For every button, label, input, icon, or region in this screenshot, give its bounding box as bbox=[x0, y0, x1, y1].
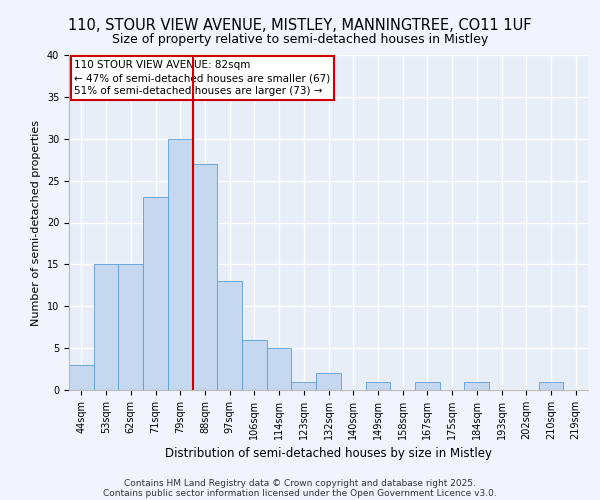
Bar bbox=[193, 164, 217, 390]
Text: 110, STOUR VIEW AVENUE, MISTLEY, MANNINGTREE, CO11 1UF: 110, STOUR VIEW AVENUE, MISTLEY, MANNING… bbox=[68, 18, 532, 32]
Bar bbox=[217, 281, 242, 390]
Y-axis label: Number of semi-detached properties: Number of semi-detached properties bbox=[31, 120, 41, 326]
Bar bbox=[69, 365, 94, 390]
X-axis label: Distribution of semi-detached houses by size in Mistley: Distribution of semi-detached houses by … bbox=[165, 448, 492, 460]
Bar bbox=[415, 382, 440, 390]
Bar bbox=[539, 382, 563, 390]
Text: Size of property relative to semi-detached houses in Mistley: Size of property relative to semi-detach… bbox=[112, 32, 488, 46]
Bar bbox=[94, 264, 118, 390]
Bar bbox=[464, 382, 489, 390]
Bar bbox=[365, 382, 390, 390]
Text: Contains public sector information licensed under the Open Government Licence v3: Contains public sector information licen… bbox=[103, 488, 497, 498]
Text: 110 STOUR VIEW AVENUE: 82sqm
← 47% of semi-detached houses are smaller (67)
51% : 110 STOUR VIEW AVENUE: 82sqm ← 47% of se… bbox=[74, 60, 331, 96]
Bar bbox=[143, 198, 168, 390]
Bar bbox=[292, 382, 316, 390]
Bar bbox=[267, 348, 292, 390]
Bar bbox=[242, 340, 267, 390]
Bar bbox=[118, 264, 143, 390]
Bar bbox=[316, 373, 341, 390]
Text: Contains HM Land Registry data © Crown copyright and database right 2025.: Contains HM Land Registry data © Crown c… bbox=[124, 478, 476, 488]
Bar bbox=[168, 138, 193, 390]
